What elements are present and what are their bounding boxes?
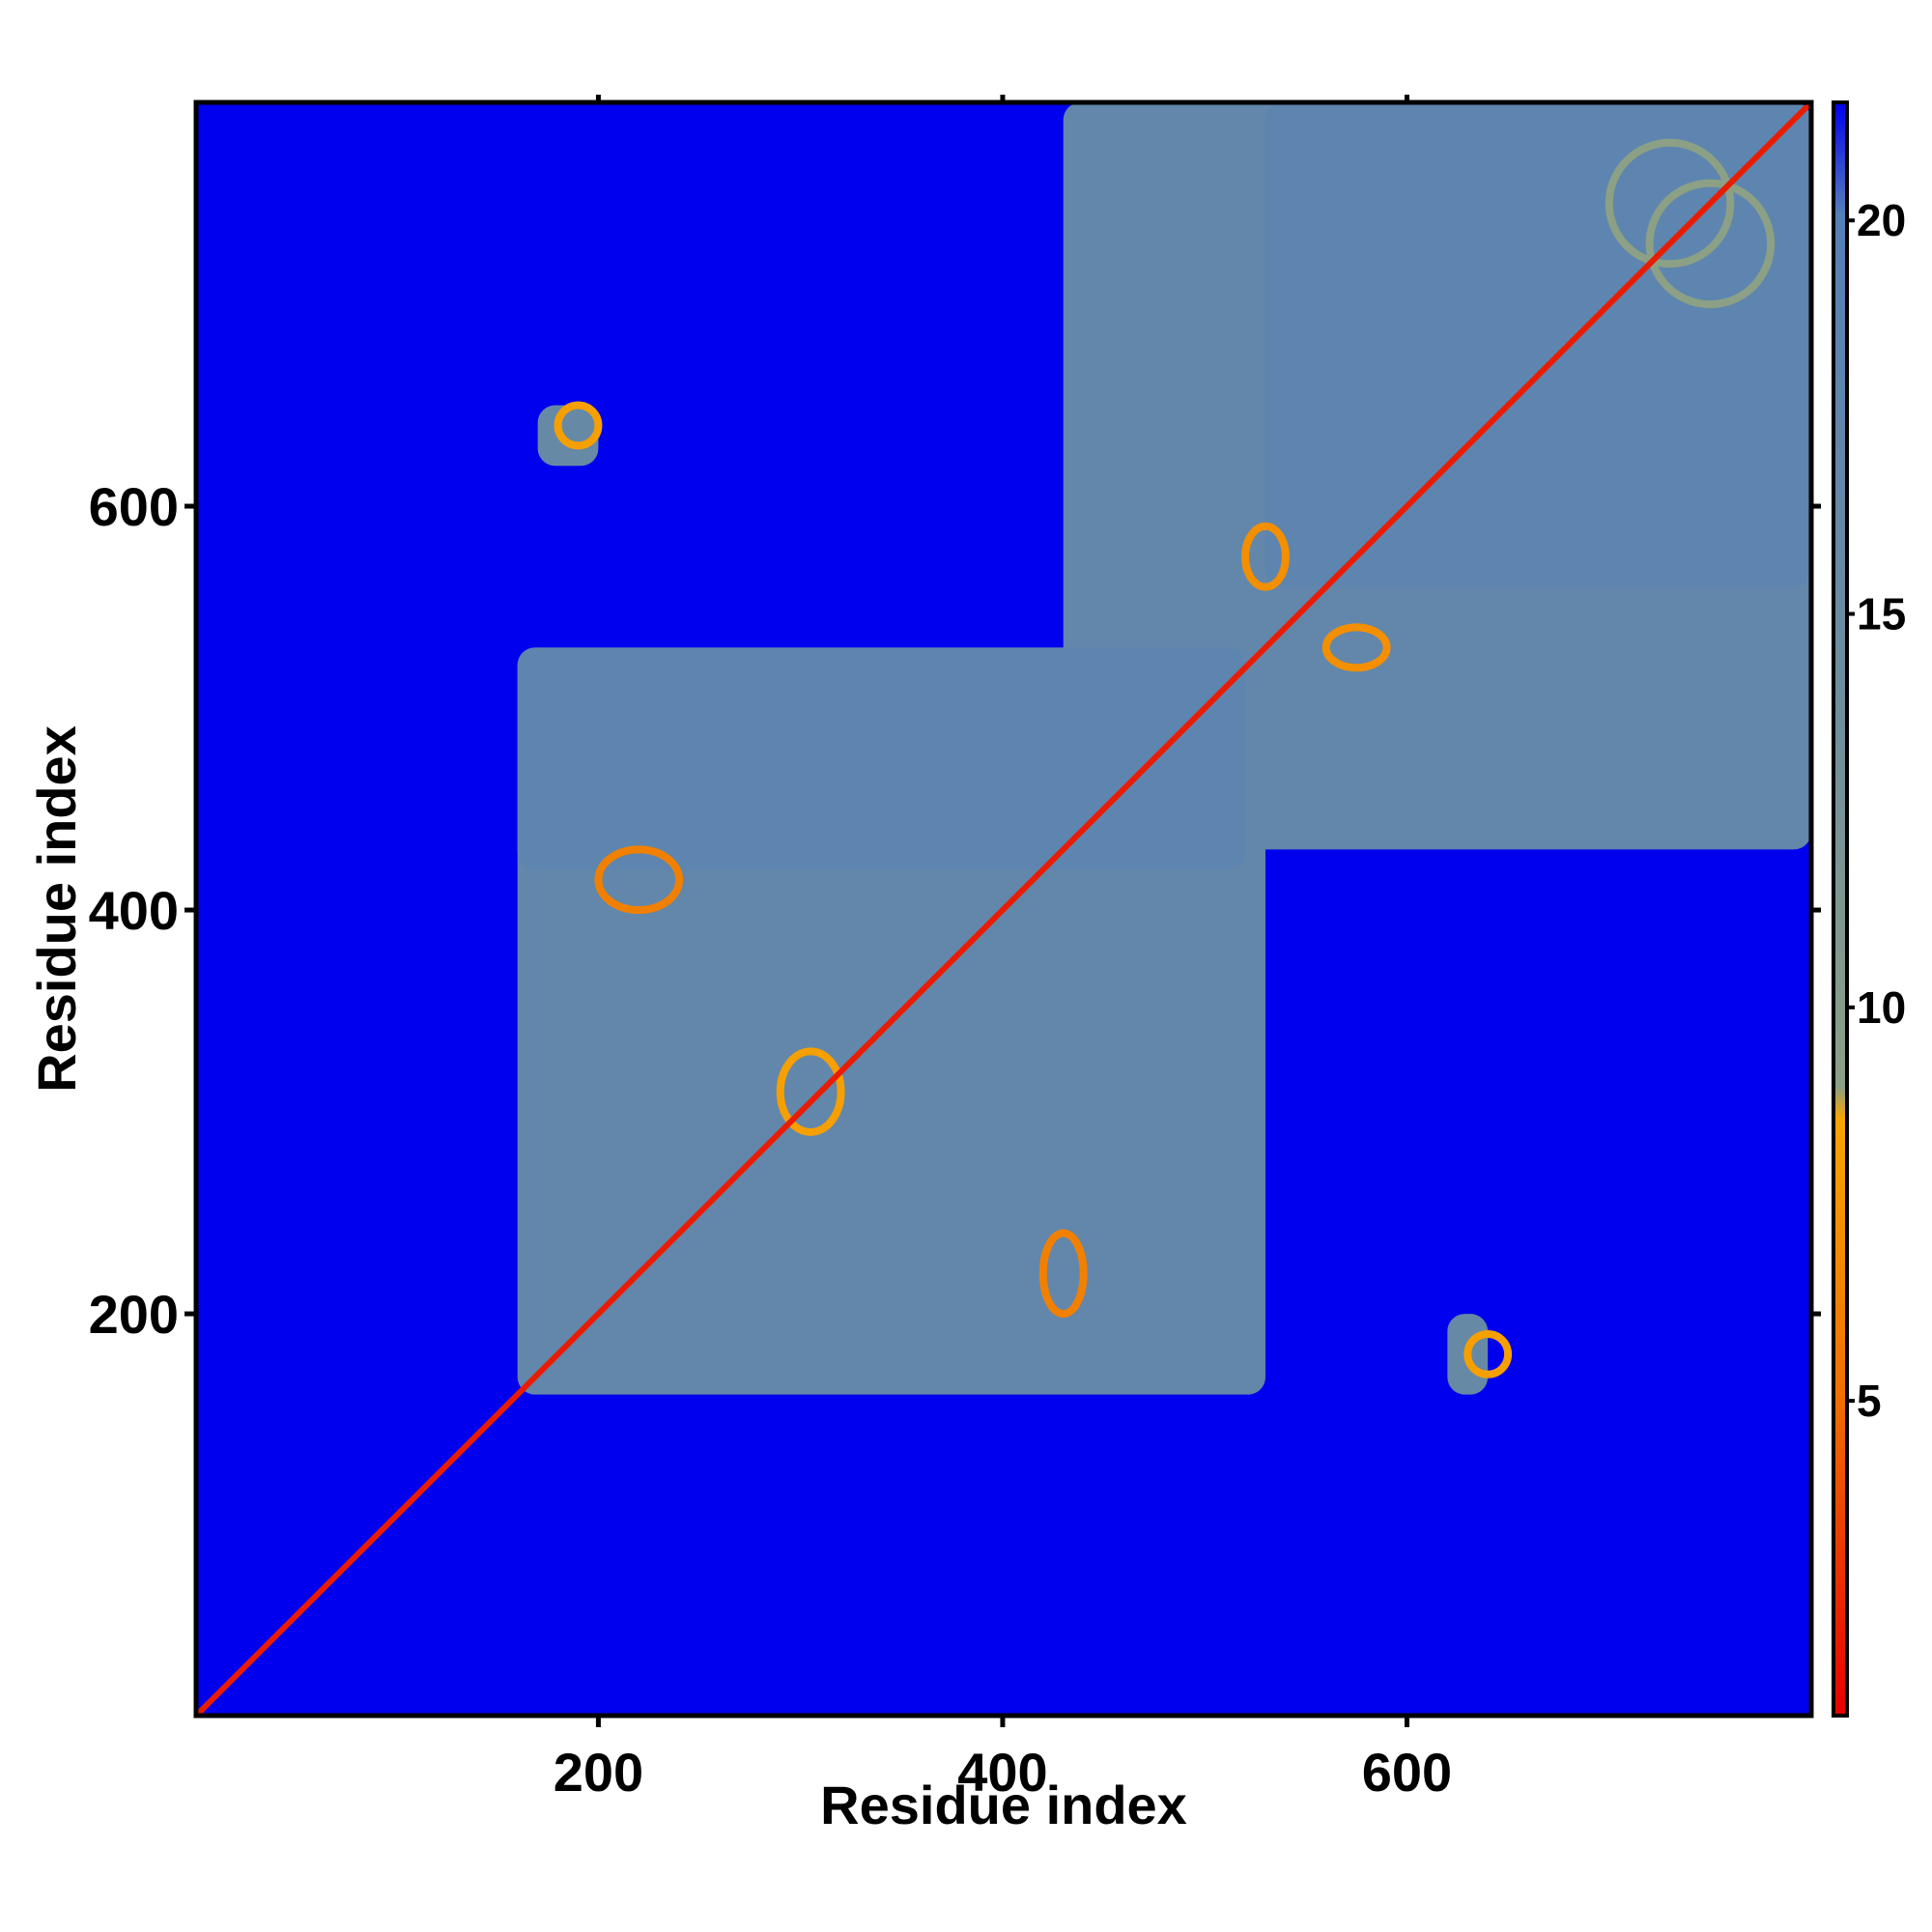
y-axis: 200 400 600 <box>89 476 1821 1345</box>
heatmap-plot <box>193 99 1814 1719</box>
colorbar-tick-label: 5 <box>1857 1376 1882 1426</box>
colorbar: 5 10 15 20 <box>1832 100 1906 1718</box>
diagonal-contacts <box>196 102 1811 1716</box>
contact-region <box>1264 102 1811 587</box>
secondary-contact <box>1645 179 1776 309</box>
contact-region <box>517 647 1246 870</box>
x-tick-label: 600 <box>1362 1742 1452 1803</box>
colorbar-tick-label: 10 <box>1857 982 1906 1033</box>
y-axis-label: Residue index <box>26 725 87 1093</box>
x-tick-label: 400 <box>957 1742 1047 1803</box>
y-tick-label: 200 <box>89 1284 179 1345</box>
secondary-contact <box>776 1047 845 1136</box>
secondary-contact <box>594 845 684 915</box>
secondary-contact <box>1038 1229 1088 1319</box>
x-axis-label: Residue index <box>820 1775 1187 1835</box>
colorbar-tick-label: 20 <box>1857 195 1906 245</box>
y-tick-label: 400 <box>89 880 179 941</box>
x-tick-label: 200 <box>554 1742 643 1803</box>
colorbar-scale <box>1832 100 1849 1718</box>
secondary-contact <box>1463 1329 1513 1378</box>
colorbar-ticks: 5 10 15 20 <box>1847 195 1906 1426</box>
secondary-contacts <box>554 138 1776 1378</box>
secondary-contact <box>1605 138 1735 269</box>
secondary-contact <box>1241 522 1290 591</box>
secondary-contact <box>554 401 603 450</box>
colorbar-tick-label: 15 <box>1857 589 1906 639</box>
x-axis: 200 400 600 <box>554 95 1452 1803</box>
secondary-contact <box>1321 623 1391 672</box>
y-tick-label: 600 <box>89 476 179 537</box>
contact-region <box>537 405 599 467</box>
